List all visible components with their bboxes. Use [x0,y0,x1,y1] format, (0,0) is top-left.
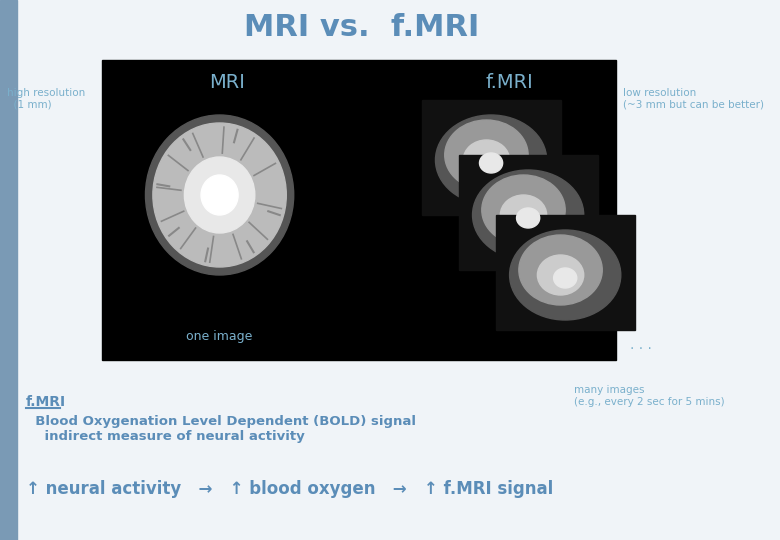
Bar [102,60,616,360]
Ellipse shape [519,235,602,305]
Ellipse shape [480,153,502,173]
Text: f.MRI: f.MRI [26,395,66,409]
Text: MRI: MRI [209,72,245,91]
Text: high resolution
  (1 mm): high resolution (1 mm) [8,88,86,110]
Ellipse shape [516,208,540,228]
Text: . . .: . . . [630,338,652,352]
Text: one image: one image [186,330,253,343]
Bar [496,215,635,330]
Bar [421,100,561,215]
Text: low resolution
(~3 mm but can be better): low resolution (~3 mm but can be better) [622,88,764,110]
Ellipse shape [554,268,576,288]
Ellipse shape [445,120,528,190]
Circle shape [184,157,255,233]
Bar [459,155,597,270]
Bar [0,0,16,540]
Text: Blood Oxygenation Level Dependent (BOLD) signal
    indirect measure of neural a: Blood Oxygenation Level Dependent (BOLD)… [26,415,416,443]
Text: f.MRI: f.MRI [486,72,534,91]
Text: ↑ neural activity   →   ↑ blood oxygen   →   ↑ f.MRI signal: ↑ neural activity → ↑ blood oxygen → ↑ f… [26,480,553,498]
Ellipse shape [509,230,621,320]
Circle shape [201,175,238,215]
Ellipse shape [435,115,547,205]
Ellipse shape [500,195,547,235]
Ellipse shape [473,170,583,260]
Text: many images
(e.g., every 2 sec for 5 mins): many images (e.g., every 2 sec for 5 min… [574,385,725,407]
Ellipse shape [463,140,509,180]
Ellipse shape [537,255,583,295]
Text: MRI vs.  f.MRI: MRI vs. f.MRI [243,14,479,43]
Circle shape [145,115,294,275]
Circle shape [153,123,286,267]
Ellipse shape [482,175,566,245]
